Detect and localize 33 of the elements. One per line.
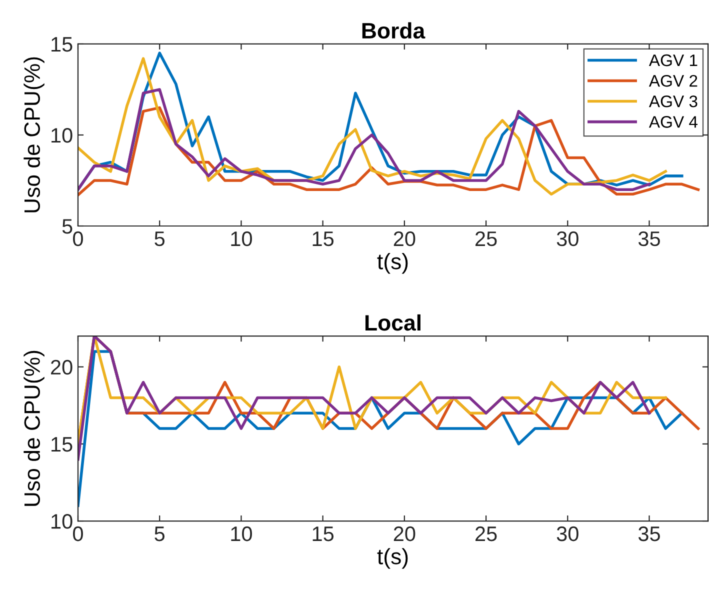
x-axis-title: t(s) (377, 548, 408, 569)
x-tick-label: 15 (312, 526, 334, 542)
x-tick-label: 0 (73, 526, 83, 542)
legend-label: AGV 4 (648, 116, 698, 128)
y-axis-title: Uso de CPU(%) (24, 350, 44, 506)
x-tick-label: 20 (394, 526, 416, 542)
line-series (78, 88, 651, 191)
x-tick-label: 20 (394, 231, 416, 246)
x-tick-label: 5 (154, 232, 165, 246)
y-axis-title: Uso de CPU(%) (24, 57, 44, 212)
x-tick-label: 30 (556, 526, 578, 542)
chart-title: Borda (362, 22, 426, 39)
x-tick-label: 10 (231, 231, 252, 246)
y-tick-label: 5 (62, 219, 72, 234)
x-tick-label: 25 (475, 526, 497, 542)
legend-label: AGV 1 (648, 54, 698, 66)
chart-title: Local (365, 314, 420, 331)
x-tick-label: 5 (154, 526, 165, 542)
x-tick-label: 25 (475, 231, 497, 246)
x-axis-title: t(s) (377, 253, 408, 274)
legend-label: AGV 3 (648, 95, 698, 108)
x-tick-label: 0 (73, 231, 83, 246)
y-tick-label: 20 (51, 360, 72, 375)
y-tick-label: 10 (52, 514, 72, 529)
y-tick-label: 15 (52, 37, 72, 52)
x-tick-label: 30 (556, 231, 578, 246)
y-tick-label: 10 (52, 128, 72, 143)
legend-label: AGV 2 (648, 74, 698, 87)
x-tick-label: 35 (638, 231, 660, 246)
x-tick-label: 10 (231, 526, 252, 542)
x-tick-label: 15 (312, 232, 334, 246)
x-tick-label: 35 (638, 526, 660, 542)
y-tick-label: 15 (52, 437, 72, 452)
